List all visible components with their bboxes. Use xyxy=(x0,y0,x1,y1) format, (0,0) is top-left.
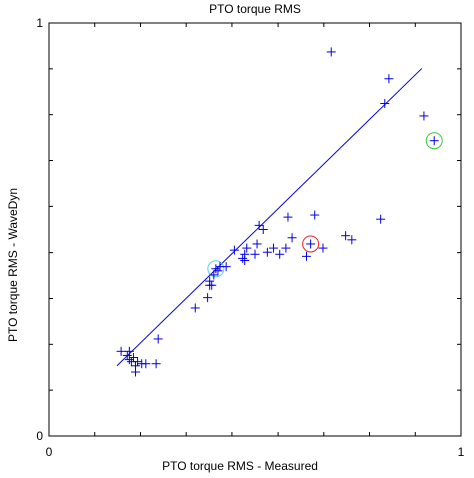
data-point xyxy=(128,353,138,363)
data-point xyxy=(141,359,151,369)
axis-minor-ticks xyxy=(49,23,461,436)
data-point xyxy=(207,280,217,290)
data-point xyxy=(341,231,351,241)
data-point xyxy=(124,346,134,356)
data-point xyxy=(306,239,316,249)
data-point xyxy=(116,346,126,356)
data-point xyxy=(376,214,386,224)
x-tick-label-0: 0 xyxy=(46,445,53,459)
data-point xyxy=(131,367,141,377)
data-point xyxy=(347,235,357,245)
data-point xyxy=(302,251,311,261)
highlight-circles xyxy=(207,132,443,278)
chart-title: PTO torque RMS xyxy=(209,2,301,16)
data-point xyxy=(153,334,163,344)
data-point xyxy=(254,220,264,230)
data-point xyxy=(209,270,219,280)
data-point xyxy=(124,355,134,365)
data-point xyxy=(269,243,279,253)
data-point xyxy=(252,239,262,249)
data-point xyxy=(380,99,390,109)
data-point xyxy=(213,266,223,276)
data-point xyxy=(221,262,231,272)
data-point xyxy=(275,249,285,259)
data-points xyxy=(116,47,439,377)
x-tick-label-1: 1 xyxy=(458,445,465,459)
data-point xyxy=(205,276,215,286)
data-point xyxy=(211,264,221,274)
data-point xyxy=(318,243,328,253)
data-point xyxy=(133,357,143,367)
axis-tick-labels: 0 1 0 1 xyxy=(36,16,464,459)
data-point xyxy=(262,247,272,257)
fit-line xyxy=(116,68,423,367)
data-point xyxy=(242,243,252,253)
data-point xyxy=(203,293,213,303)
data-point xyxy=(326,47,336,57)
data-point xyxy=(258,225,268,234)
y-tick-label-1: 1 xyxy=(36,16,43,30)
data-point xyxy=(229,245,239,255)
highlight-circle-red xyxy=(302,235,320,253)
data-point xyxy=(419,111,429,121)
x-axis-label: PTO torque RMS - Measured xyxy=(162,459,318,473)
data-point xyxy=(281,243,291,253)
highlight-circle-green xyxy=(425,132,443,150)
data-point xyxy=(190,303,200,313)
y-axis-label: PTO torque RMS - WaveDyn xyxy=(6,188,20,342)
data-point xyxy=(310,210,320,220)
data-point xyxy=(250,249,260,259)
data-point xyxy=(151,359,161,369)
data-point xyxy=(384,74,394,84)
data-point xyxy=(287,233,297,243)
highlight-circle-cyan xyxy=(207,260,225,278)
data-point xyxy=(283,212,293,222)
plot-frame xyxy=(48,22,462,437)
y-tick-label-0: 0 xyxy=(36,429,43,443)
data-point xyxy=(429,136,439,146)
data-point xyxy=(240,255,250,265)
data-point xyxy=(238,253,248,263)
data-point xyxy=(122,350,132,360)
